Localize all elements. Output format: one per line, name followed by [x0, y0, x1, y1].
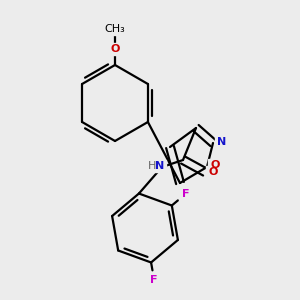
Text: N: N — [218, 137, 226, 147]
Text: H: H — [148, 161, 156, 171]
Text: CH₃: CH₃ — [105, 24, 125, 34]
Text: O: O — [210, 160, 220, 170]
Text: F: F — [182, 189, 189, 199]
Text: F: F — [151, 275, 158, 285]
Text: O: O — [208, 167, 218, 177]
Bar — [147, 274, 161, 286]
Text: O: O — [110, 44, 120, 54]
Bar — [206, 166, 220, 178]
Bar — [101, 23, 129, 35]
Text: N: N — [155, 161, 165, 171]
Bar — [108, 43, 122, 55]
Bar — [144, 160, 166, 172]
Bar — [215, 136, 229, 148]
Bar — [208, 159, 222, 171]
Bar — [178, 188, 193, 200]
